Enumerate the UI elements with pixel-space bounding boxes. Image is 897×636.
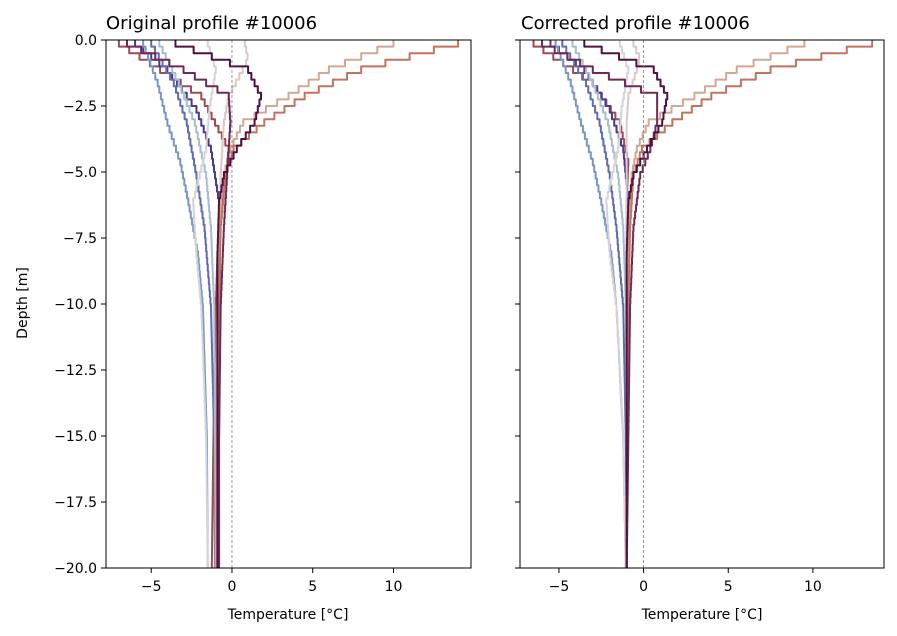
- x-tick-label: 0: [639, 579, 648, 595]
- y-tick-label: −12.5: [54, 363, 97, 379]
- x-tick-label: −5: [141, 579, 162, 595]
- y-tick-label: −7.5: [63, 231, 97, 247]
- axes-frame: [105, 39, 472, 569]
- y-tick-label: −15.0: [54, 429, 97, 445]
- series-line-7: [625, 40, 806, 568]
- x-axis-label: Temperature [°C]: [227, 607, 349, 623]
- chart-title: Corrected profile #10006: [521, 13, 750, 34]
- panel-corrected-profile: Corrected profile #10006 Temperature [°C…: [515, 13, 885, 623]
- x-tick-label: 10: [385, 579, 403, 595]
- x-tick-label: −5: [549, 579, 570, 595]
- x-tick-label: 10: [804, 579, 822, 595]
- series-group: [117, 40, 460, 568]
- series-line-10: [583, 40, 669, 568]
- y-tick-label: 0.0: [75, 33, 97, 49]
- series-line-10: [174, 40, 263, 568]
- axes-frame: [519, 39, 885, 569]
- series-line-0: [117, 40, 230, 568]
- y-axis-label: Depth [m]: [15, 267, 31, 339]
- chart-title: Original profile #10006: [106, 13, 317, 34]
- y-tick-label: −2.5: [63, 99, 97, 115]
- series-line-5: [192, 40, 217, 568]
- x-tick-label: 5: [308, 579, 317, 595]
- y-tick-label: −20.0: [54, 561, 97, 577]
- series-line-7: [214, 40, 395, 568]
- x-axis-label: Temperature [°C]: [641, 607, 763, 623]
- y-tick-label: −17.5: [54, 495, 97, 511]
- x-tick-label: 0: [228, 579, 237, 595]
- y-tick-label: −5.0: [63, 165, 97, 181]
- series-group: [532, 40, 874, 568]
- panel-original-profile: Original profile #10006 Temperature [°C]…: [15, 13, 472, 623]
- series-line-9: [126, 40, 232, 568]
- x-tick-label: 5: [724, 579, 733, 595]
- y-tick-label: −10.0: [54, 297, 97, 313]
- series-line-5: [605, 40, 630, 568]
- series-line-3: [150, 40, 216, 568]
